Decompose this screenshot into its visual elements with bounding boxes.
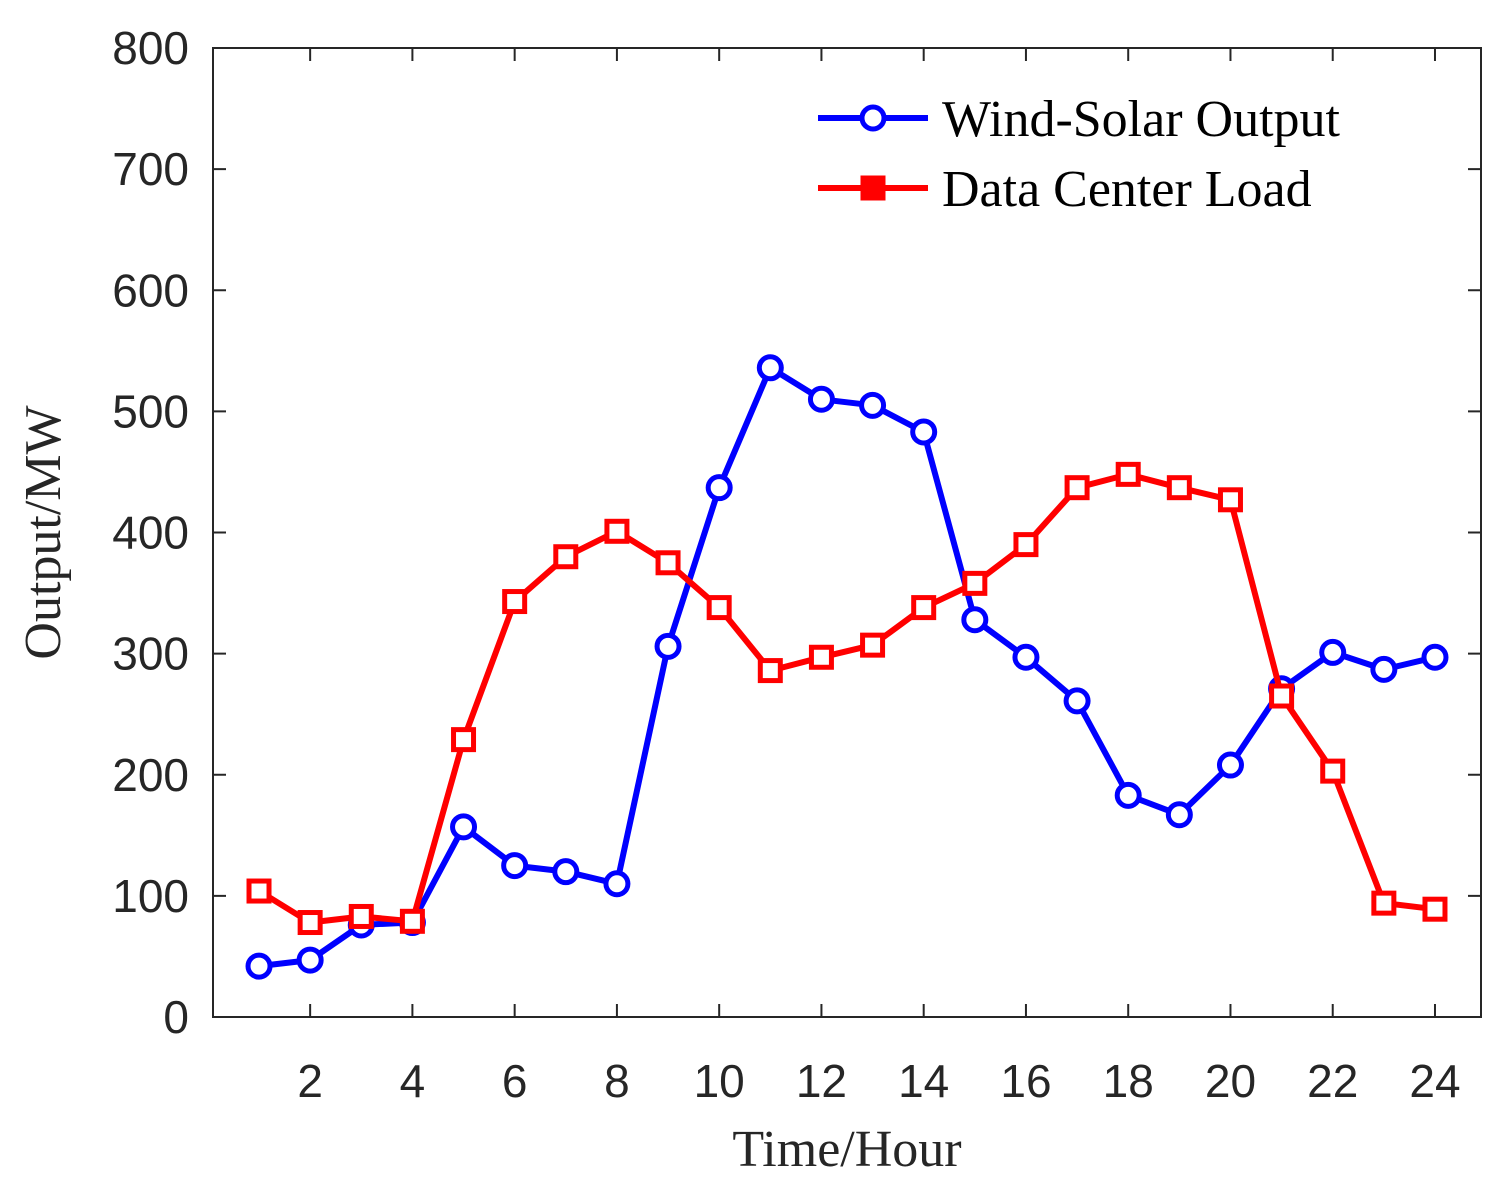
data-point-wind-solar-output bbox=[552, 858, 580, 886]
data-point-data-center-load bbox=[962, 570, 988, 596]
data-point-wind-solar-output bbox=[603, 870, 631, 898]
data-point-data-center-load bbox=[1166, 475, 1192, 501]
data-point-wind-solar-output bbox=[654, 632, 682, 660]
x-tick-label: 16 bbox=[1000, 1055, 1051, 1107]
data-point-data-center-load bbox=[297, 910, 323, 936]
data-point-data-center-load bbox=[808, 644, 834, 670]
y-tick-label: 100 bbox=[112, 870, 189, 922]
data-point-wind-solar-output bbox=[807, 385, 835, 413]
data-point-data-center-load bbox=[706, 595, 732, 621]
x-tick-label: 2 bbox=[297, 1055, 323, 1107]
data-point-data-center-load bbox=[1269, 683, 1295, 709]
data-point-data-center-load bbox=[451, 727, 477, 753]
data-point-wind-solar-output bbox=[1012, 643, 1040, 671]
data-point-data-center-load bbox=[348, 903, 374, 929]
data-point-wind-solar-output bbox=[1165, 801, 1193, 829]
data-point-data-center-load bbox=[1371, 890, 1397, 916]
legend-marker-wind-solar-output bbox=[859, 104, 887, 132]
data-point-data-center-load bbox=[860, 632, 886, 658]
data-point-wind-solar-output bbox=[296, 946, 324, 974]
y-tick-label: 700 bbox=[112, 143, 189, 195]
y-tick-label: 300 bbox=[112, 628, 189, 680]
data-point-wind-solar-output bbox=[1319, 638, 1347, 666]
series-line-wind-solar-output bbox=[256, 364, 1438, 970]
data-point-data-center-load bbox=[655, 550, 681, 576]
data-point-wind-solar-output bbox=[1421, 643, 1449, 671]
data-point-wind-solar-output bbox=[450, 813, 478, 841]
series-layer bbox=[245, 354, 1449, 980]
data-point-data-center-load bbox=[757, 658, 783, 684]
data-point-wind-solar-output bbox=[501, 852, 529, 880]
x-tick-label: 14 bbox=[898, 1055, 949, 1107]
y-tick-label: 500 bbox=[112, 385, 189, 437]
x-tick-label: 18 bbox=[1103, 1055, 1154, 1107]
series-line-data-center-load bbox=[256, 471, 1438, 926]
data-point-data-center-load bbox=[553, 544, 579, 570]
data-point-data-center-load bbox=[911, 595, 937, 621]
data-point-data-center-load bbox=[604, 518, 630, 544]
x-tick-label: 12 bbox=[796, 1055, 847, 1107]
data-point-data-center-load bbox=[399, 908, 425, 934]
data-point-data-center-load bbox=[1320, 758, 1346, 784]
data-point-wind-solar-output bbox=[859, 391, 887, 419]
legend: Wind-Solar Output Data Center Load bbox=[818, 91, 1341, 218]
legend-marker-data-center-load bbox=[860, 175, 886, 201]
x-tick-label: 22 bbox=[1307, 1055, 1358, 1107]
data-point-data-center-load bbox=[1064, 475, 1090, 501]
x-tick-label: 8 bbox=[604, 1055, 630, 1107]
data-point-data-center-load bbox=[1115, 461, 1141, 487]
data-point-wind-solar-output bbox=[705, 474, 733, 502]
y-tick-label: 800 bbox=[112, 22, 189, 74]
data-point-wind-solar-output bbox=[961, 606, 989, 634]
data-point-wind-solar-output bbox=[1370, 655, 1398, 683]
y-tick-label: 600 bbox=[112, 264, 189, 316]
data-point-wind-solar-output bbox=[1114, 781, 1142, 809]
data-point-wind-solar-output bbox=[910, 418, 938, 446]
x-tick-label: 6 bbox=[502, 1055, 528, 1107]
y-axis-title: Output/MW bbox=[15, 405, 72, 659]
data-point-data-center-load bbox=[1422, 896, 1448, 922]
legend-label-data-center-load: Data Center Load bbox=[942, 161, 1312, 218]
data-point-wind-solar-output bbox=[1063, 687, 1091, 715]
axes: 2 4 6 8 10 12 14 16 18 20 22 2401002003004005006007… bbox=[112, 22, 1482, 1107]
y-tick-label: 400 bbox=[112, 507, 189, 559]
x-tick-label: 24 bbox=[1409, 1055, 1460, 1107]
plot-frame bbox=[212, 47, 1482, 1018]
x-tick-label: 20 bbox=[1205, 1055, 1256, 1107]
x-tick-label: 4 bbox=[400, 1055, 426, 1107]
data-point-data-center-load bbox=[1013, 532, 1039, 558]
data-point-wind-solar-output bbox=[756, 354, 784, 382]
data-point-wind-solar-output bbox=[245, 952, 273, 980]
data-point-data-center-load bbox=[1217, 487, 1243, 513]
y-tick-label: 0 bbox=[163, 991, 189, 1043]
x-axis-title: Time/Hour bbox=[732, 1121, 961, 1178]
legend-label-wind-solar-output: Wind-Solar Output bbox=[942, 91, 1341, 148]
data-point-wind-solar-output bbox=[1216, 751, 1244, 779]
y-tick-label: 200 bbox=[112, 749, 189, 801]
data-point-data-center-load bbox=[502, 589, 528, 615]
x-tick-label: 10 bbox=[694, 1055, 745, 1107]
data-point-data-center-load bbox=[246, 878, 272, 904]
